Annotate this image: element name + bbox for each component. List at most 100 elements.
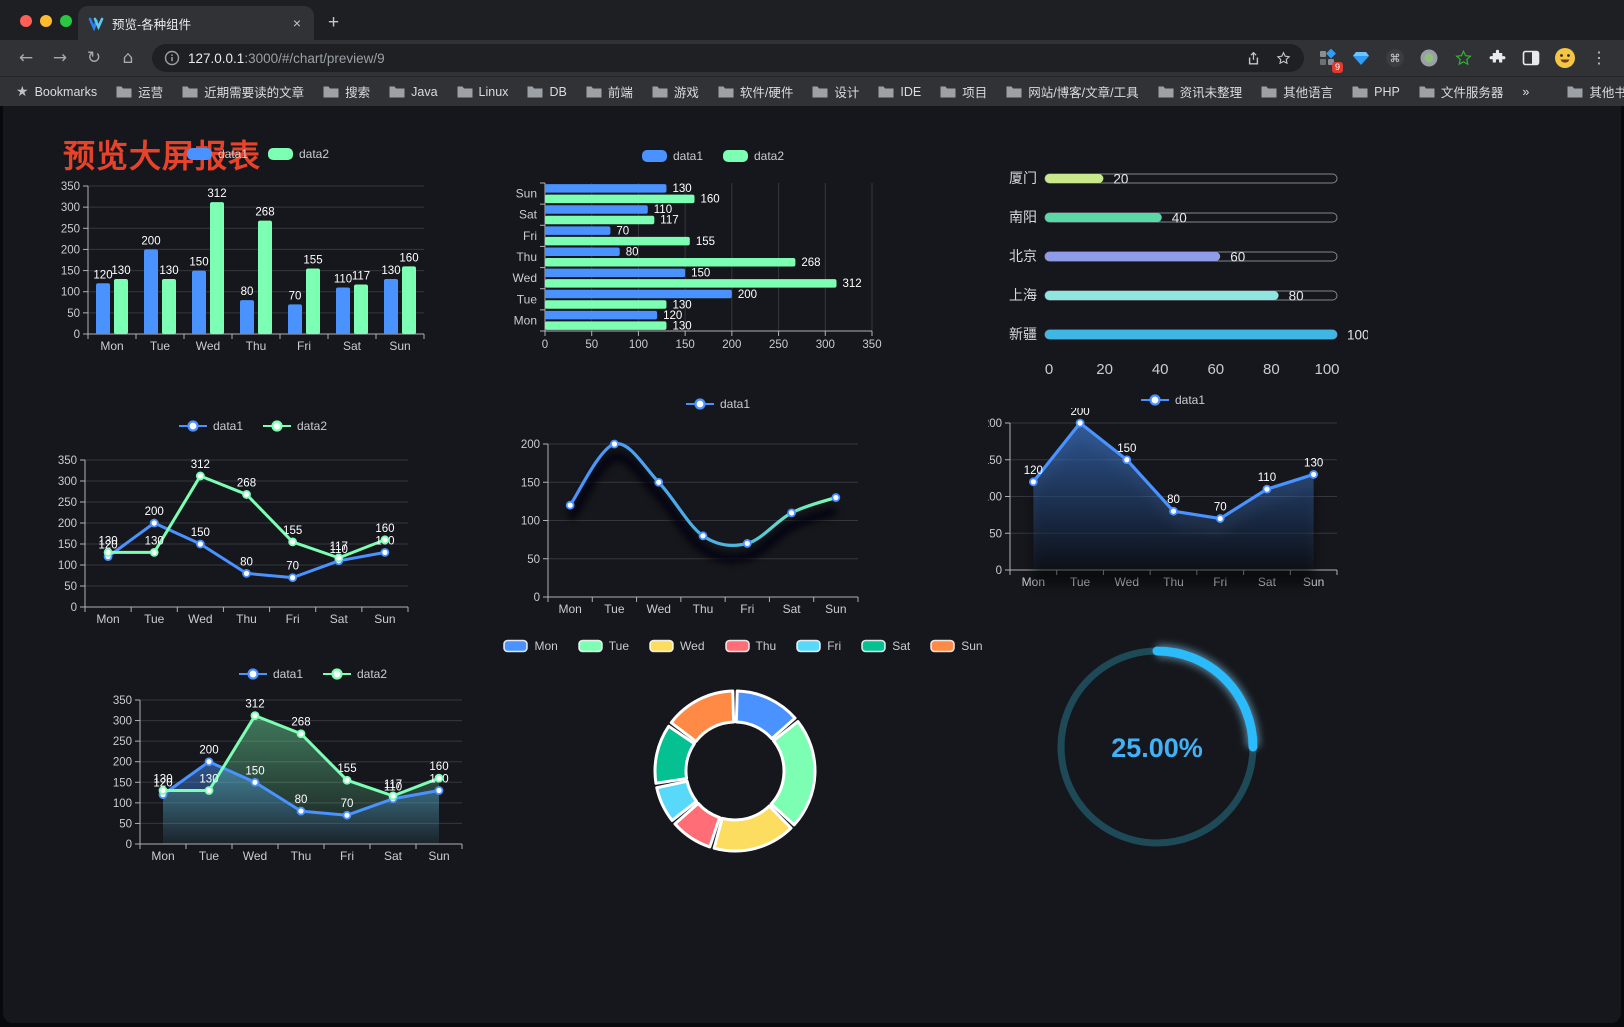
bookmark-folder[interactable]: 软件/硬件 (718, 82, 793, 101)
svg-text:0: 0 (542, 339, 548, 351)
legend-item[interactable]: data1 (1140, 393, 1205, 407)
legend-item[interactable]: data1 (186, 147, 248, 161)
bookmark-folder[interactable]: 运营 (116, 82, 163, 101)
svg-text:110: 110 (384, 782, 402, 794)
extension-command-icon[interactable]: ⌘ (1380, 44, 1410, 72)
svg-text:200: 200 (521, 439, 540, 451)
svg-text:50: 50 (585, 339, 598, 351)
bookmark-folder[interactable]: 搜索 (323, 82, 370, 101)
legend-item[interactable]: data1 (641, 149, 703, 163)
bookmark-folder[interactable]: 近期需要读的文章 (182, 82, 304, 101)
bookmark-folder[interactable]: 文件服务器 (1419, 82, 1503, 101)
bookmarks-label: Bookmarks (34, 84, 98, 99)
legend-item[interactable]: Wed (649, 639, 705, 653)
tab-strip: 预览-各种组件 × + (0, 0, 1624, 40)
folder-icon (1261, 86, 1277, 98)
svg-text:350: 350 (61, 181, 80, 193)
bar (402, 266, 416, 334)
bookmark-folder[interactable]: 前端 (586, 82, 633, 101)
svg-text:Mon: Mon (100, 339, 123, 353)
forward-icon[interactable]: → (52, 48, 68, 68)
bookmark-folder[interactable]: 其他语言 (1261, 82, 1333, 101)
area-line-chart[interactable]: data1 050100150200MonTueWedThuFriSatSun1… (983, 392, 1358, 642)
svg-text:0: 0 (71, 602, 77, 614)
window-controls[interactable] (20, 15, 72, 27)
bookmarks-overflow-chevron[interactable]: » (1522, 84, 1530, 99)
bookmark-folder[interactable]: IDE (878, 85, 921, 99)
smooth-gradient-line-chart[interactable]: data1 0 50 100 150 200 Mon Tue Wed Thu Fri Sat Sun (508, 396, 928, 646)
puzzle-extensions-icon[interactable] (1482, 44, 1512, 72)
legend-item[interactable]: data1 (178, 419, 243, 433)
svg-text:250: 250 (61, 223, 80, 235)
svg-text:150: 150 (189, 257, 208, 269)
line-chart-two-series[interactable]: data1 data2 0 50 100 150 200 250 300 350 Mon Tue Wed… (38, 418, 468, 663)
home-icon[interactable]: ⌂ (122, 48, 134, 68)
back-icon[interactable]: ← (18, 48, 34, 68)
legend-item[interactable]: Sat (861, 639, 910, 653)
legend-item[interactable]: data2 (268, 147, 329, 161)
bookmarks-manager[interactable]: ★ Bookmarks (16, 83, 97, 100)
bookmark-folder[interactable]: Java (389, 85, 438, 99)
minimize-window-button[interactable] (40, 15, 52, 27)
reload-icon[interactable]: ↻ (86, 48, 102, 68)
kebab-menu-icon[interactable]: ⋮ (1591, 50, 1607, 67)
donut-chart[interactable]: Mon Tue Wed Thu Fri Sat Sun (503, 626, 983, 926)
address-bar[interactable]: 127.0.0.1:3000/#/chart/preview/9 (152, 44, 1304, 72)
extension-record-icon[interactable] (1414, 44, 1444, 72)
bookmark-folder[interactable]: 网站/博客/文章/工具 (1006, 82, 1139, 101)
bookmark-star-icon[interactable] (1268, 45, 1298, 71)
legend-item[interactable]: Thu (724, 639, 776, 653)
legend-item[interactable]: Tue (577, 639, 629, 653)
bookmark-folder[interactable]: PHP (1352, 85, 1400, 99)
svg-text:100: 100 (58, 560, 77, 572)
svg-text:南阳: 南阳 (1009, 209, 1037, 225)
new-tab-button[interactable]: + (328, 12, 340, 33)
bar (240, 300, 254, 334)
progress-bar-chart[interactable]: 厦门 20 南阳 40 北京 60 上海 80 新疆 100 0 20 40 60 80 100 (988, 161, 1370, 396)
folder-icon (1419, 86, 1435, 98)
svg-text:268: 268 (801, 257, 820, 269)
extension-gem-icon[interactable] (1346, 44, 1376, 72)
svg-text:130: 130 (111, 265, 130, 277)
browser-tab[interactable]: 预览-各种组件 × (78, 6, 314, 40)
svg-text:Mon: Mon (514, 313, 537, 327)
bookmark-folder[interactable]: Linux (457, 85, 508, 99)
svg-text:130: 130 (145, 535, 164, 547)
legend-item[interactable]: Fri (796, 639, 841, 653)
other-bookmarks-folder[interactable]: 其他书签 (1567, 82, 1624, 101)
share-icon[interactable] (1238, 45, 1268, 71)
area-chart-two-series[interactable]: data1 data2 0 50 100 150 200 250 300 350 Mon Tue We… (98, 666, 528, 921)
tab-close-icon[interactable]: × (292, 15, 301, 31)
profile-avatar[interactable] (1550, 44, 1580, 72)
svg-text:120: 120 (663, 310, 682, 322)
svg-text:155: 155 (337, 763, 356, 775)
bookmark-folder[interactable]: DB (527, 85, 567, 99)
svg-text:268: 268 (291, 717, 310, 729)
grouped-bar-chart[interactable]: data1 data2 0 50 100 150 200 250 300 350 Mon Tue Wed… (43, 146, 473, 381)
legend-item[interactable]: Mon (503, 639, 558, 653)
bar (210, 202, 224, 334)
site-info-icon[interactable] (164, 50, 180, 66)
bookmark-folder[interactable]: 游戏 (652, 82, 699, 101)
extension-grid-icon[interactable]: 9 (1312, 44, 1343, 73)
bar (162, 279, 176, 334)
legend-item[interactable]: data1 (238, 667, 303, 681)
bookmark-folder[interactable]: 设计 (812, 82, 859, 101)
bookmark-folder[interactable]: 项目 (940, 82, 987, 101)
bar (545, 215, 655, 225)
gauge-chart[interactable]: 25.00% (1028, 631, 1298, 921)
progress-fill (1045, 330, 1337, 339)
close-window-button[interactable] (20, 15, 32, 27)
bookmark-folder[interactable]: 资讯未整理 (1158, 82, 1242, 101)
legend-item[interactable]: data1 (685, 397, 750, 411)
extension-star-icon[interactable] (1448, 44, 1478, 72)
legend-item[interactable]: data2 (323, 667, 387, 681)
horizontal-bar-chart[interactable]: data1 data2 0 50 100 150 200 250 300 350 Sun 130 160… (508, 148, 918, 383)
bar (96, 283, 110, 334)
legend-item[interactable]: Sun (930, 639, 983, 653)
maximize-window-button[interactable] (60, 15, 72, 27)
url-text[interactable]: 127.0.0.1:3000/#/chart/preview/9 (188, 51, 1238, 66)
legend-item[interactable]: data2 (263, 419, 327, 433)
sidebar-toggle-icon[interactable] (1516, 44, 1546, 72)
legend-item[interactable]: data2 (723, 149, 784, 163)
